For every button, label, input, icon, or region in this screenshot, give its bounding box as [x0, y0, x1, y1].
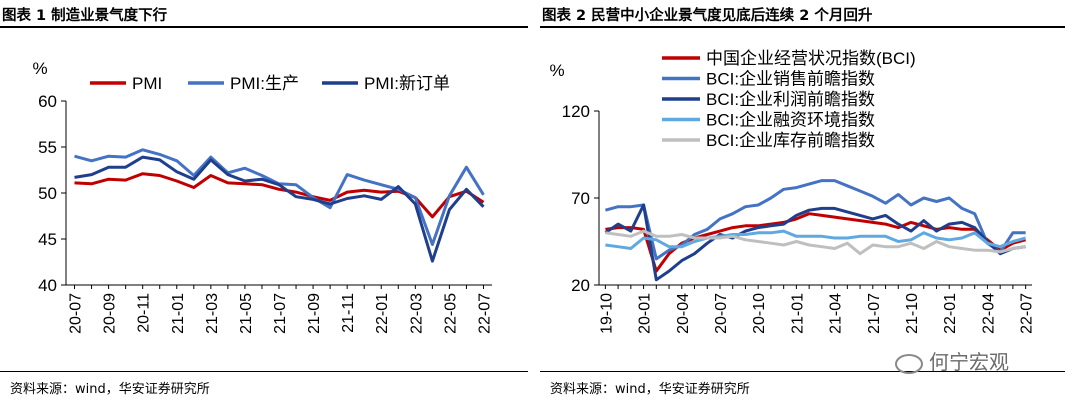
series-line-BCI:企业库存前瞻指数: [605, 229, 1026, 256]
series-line-PMI: [74, 172, 485, 219]
x-tick-label: 21-01: [170, 293, 187, 334]
x-tick-label: 21-07: [272, 293, 289, 334]
x-tick-label: 19-10: [598, 293, 615, 334]
legend-label: BCI:企业利润前瞻指数: [706, 90, 875, 109]
chart-title: 图表 1 制造业景气度下行: [2, 8, 168, 24]
y-axis-unit: %: [32, 59, 47, 78]
y-tick-label: 70: [571, 189, 590, 208]
legend-label: BCI:企业库存前瞻指数: [706, 131, 875, 150]
source-rule: [0, 371, 528, 372]
legend-label: BCI:企业销售前瞻指数: [706, 70, 875, 89]
legend-label: PMI:新订单: [364, 74, 450, 93]
source-note: 资料来源：wind，华安证券研究所: [550, 382, 750, 397]
y-tick-label: 45: [38, 230, 57, 249]
x-tick-label: 22-03: [408, 293, 425, 334]
chart-panel-bci: 图表 2 民营中小企业景气度见底后连续 2 个月回升 20 70 120% 19-10…: [540, 0, 1067, 413]
source-rule: [540, 371, 1065, 372]
x-tick-label: 21-09: [306, 293, 323, 334]
x-tick-label: 20-04: [675, 293, 692, 334]
x-tick-label: 22-07: [476, 293, 493, 334]
x-tick-label: 20-10: [751, 293, 768, 334]
watermark-text: 何宁宏观: [929, 350, 1009, 374]
series-line-PMI:新订单: [74, 155, 485, 263]
source-note: 资料来源：wind，华安证券研究所: [10, 382, 210, 397]
title-rule: [0, 26, 528, 28]
x-tick-label: 21-07: [866, 293, 883, 334]
y-tick-label: 55: [38, 138, 57, 157]
x-tick-label: 21-05: [238, 293, 255, 334]
chart-panel-pmi: 图表 1 制造业景气度下行 40 45 50 55 60% 20-07 20-09 20-11…: [0, 0, 530, 413]
x-tick-label: 20-07: [68, 293, 85, 334]
title-rule: [540, 26, 1065, 28]
bci-line-chart: 20 70 120% 19-10 20-01 20-04 20-07 20-10 21-01 21…: [549, 49, 1036, 334]
legend-label: PMI: [132, 74, 162, 93]
x-tick-label: 20-09: [102, 293, 119, 334]
y-tick-label: 50: [38, 184, 57, 203]
series-line-BCI:企业利润前瞻指数: [604, 203, 1026, 282]
y-tick-label: 40: [38, 276, 57, 295]
x-tick-label: 22-04: [980, 293, 997, 334]
x-tick-label: 22-01: [374, 293, 391, 334]
x-tick-label: 20-01: [637, 293, 654, 334]
y-tick-label: 20: [571, 276, 590, 295]
x-tick-label: 21-01: [789, 293, 806, 334]
x-tick-label: 20-07: [713, 293, 730, 334]
x-tick-label: 22-05: [442, 293, 459, 334]
x-tick-label: 22-07: [1019, 293, 1036, 334]
wechat-icon: [895, 353, 923, 374]
series-line-BCI:企业融资环境指数: [605, 229, 1026, 250]
x-tick-label: 21-10: [904, 293, 921, 334]
chart-title: 图表 2 民营中小企业景气度见底后连续 2 个月回升: [542, 8, 873, 24]
x-tick-label: 22-01: [942, 293, 959, 334]
y-axis-unit: %: [549, 61, 564, 80]
legend-label: 中国企业经营状况指数(BCI): [706, 49, 916, 68]
legend-label: PMI:生产: [230, 74, 299, 93]
x-tick-label: 20-11: [136, 293, 153, 333]
x-tick-label: 21-04: [828, 293, 845, 334]
watermark: 何宁宏观: [895, 346, 1009, 375]
x-tick-label: 21-03: [204, 293, 221, 334]
pmi-line-chart: 40 45 50 55 60% 20-07 20-09 20-11 21-01 21-03 21-0…: [32, 59, 493, 334]
legend-label: BCI:企业融资环境指数: [706, 111, 875, 130]
x-tick-label: 21-11: [340, 293, 357, 333]
y-tick-label: 60: [38, 92, 57, 111]
y-tick-label: 120: [562, 102, 590, 121]
